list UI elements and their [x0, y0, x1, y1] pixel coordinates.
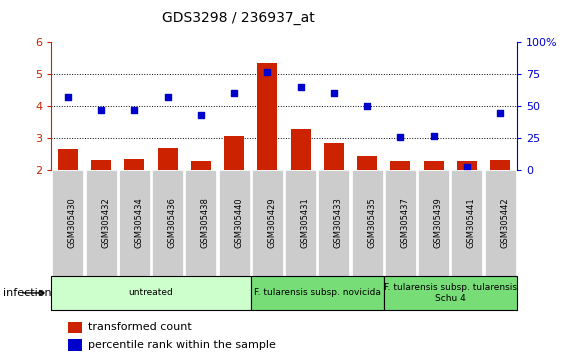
Point [362, 103, 371, 109]
Text: GSM305439: GSM305439 [434, 198, 442, 249]
Point [97, 107, 106, 113]
Point [229, 91, 239, 96]
Text: GSM305431: GSM305431 [300, 198, 310, 249]
Text: GSM305433: GSM305433 [334, 198, 343, 249]
Bar [257, 63, 277, 170]
Point [197, 112, 206, 118]
Point [462, 165, 471, 170]
Bar [490, 160, 510, 170]
Text: GSM305432: GSM305432 [101, 198, 110, 249]
Point [496, 110, 505, 115]
Bar [291, 129, 311, 170]
Bar [424, 161, 444, 170]
Text: GSM305441: GSM305441 [467, 198, 476, 249]
Bar [191, 161, 211, 170]
Text: GSM305435: GSM305435 [367, 198, 376, 249]
Bar [58, 149, 78, 170]
Point [396, 134, 405, 139]
Text: infection: infection [3, 288, 52, 298]
Text: GDS3298 / 236937_at: GDS3298 / 236937_at [162, 11, 315, 25]
Text: GSM305438: GSM305438 [201, 198, 210, 249]
Bar [224, 136, 244, 170]
Text: GSM305436: GSM305436 [168, 198, 177, 249]
Point [263, 69, 272, 75]
Text: GSM305440: GSM305440 [234, 198, 243, 249]
Text: GSM305429: GSM305429 [268, 198, 277, 249]
Text: GSM305437: GSM305437 [400, 198, 410, 249]
Text: GSM305434: GSM305434 [134, 198, 143, 249]
Point [130, 107, 139, 113]
Bar [390, 161, 411, 170]
Text: transformed count: transformed count [88, 322, 192, 332]
Point [329, 91, 339, 96]
Text: percentile rank within the sample: percentile rank within the sample [88, 340, 276, 350]
Bar [357, 156, 377, 170]
Text: GSM305442: GSM305442 [500, 198, 509, 249]
Bar [157, 148, 178, 170]
Text: F. tularensis subsp. tularensis
Schu 4: F. tularensis subsp. tularensis Schu 4 [384, 283, 517, 303]
Bar [457, 161, 477, 170]
Text: GSM305430: GSM305430 [68, 198, 77, 249]
Text: F. tularensis subsp. novicida: F. tularensis subsp. novicida [254, 289, 381, 297]
Text: untreated: untreated [128, 289, 173, 297]
Point [296, 84, 305, 90]
Bar [124, 159, 144, 170]
Point [63, 95, 72, 100]
Bar [324, 143, 344, 170]
Point [429, 133, 438, 138]
Point [163, 95, 172, 100]
Bar [91, 160, 111, 170]
